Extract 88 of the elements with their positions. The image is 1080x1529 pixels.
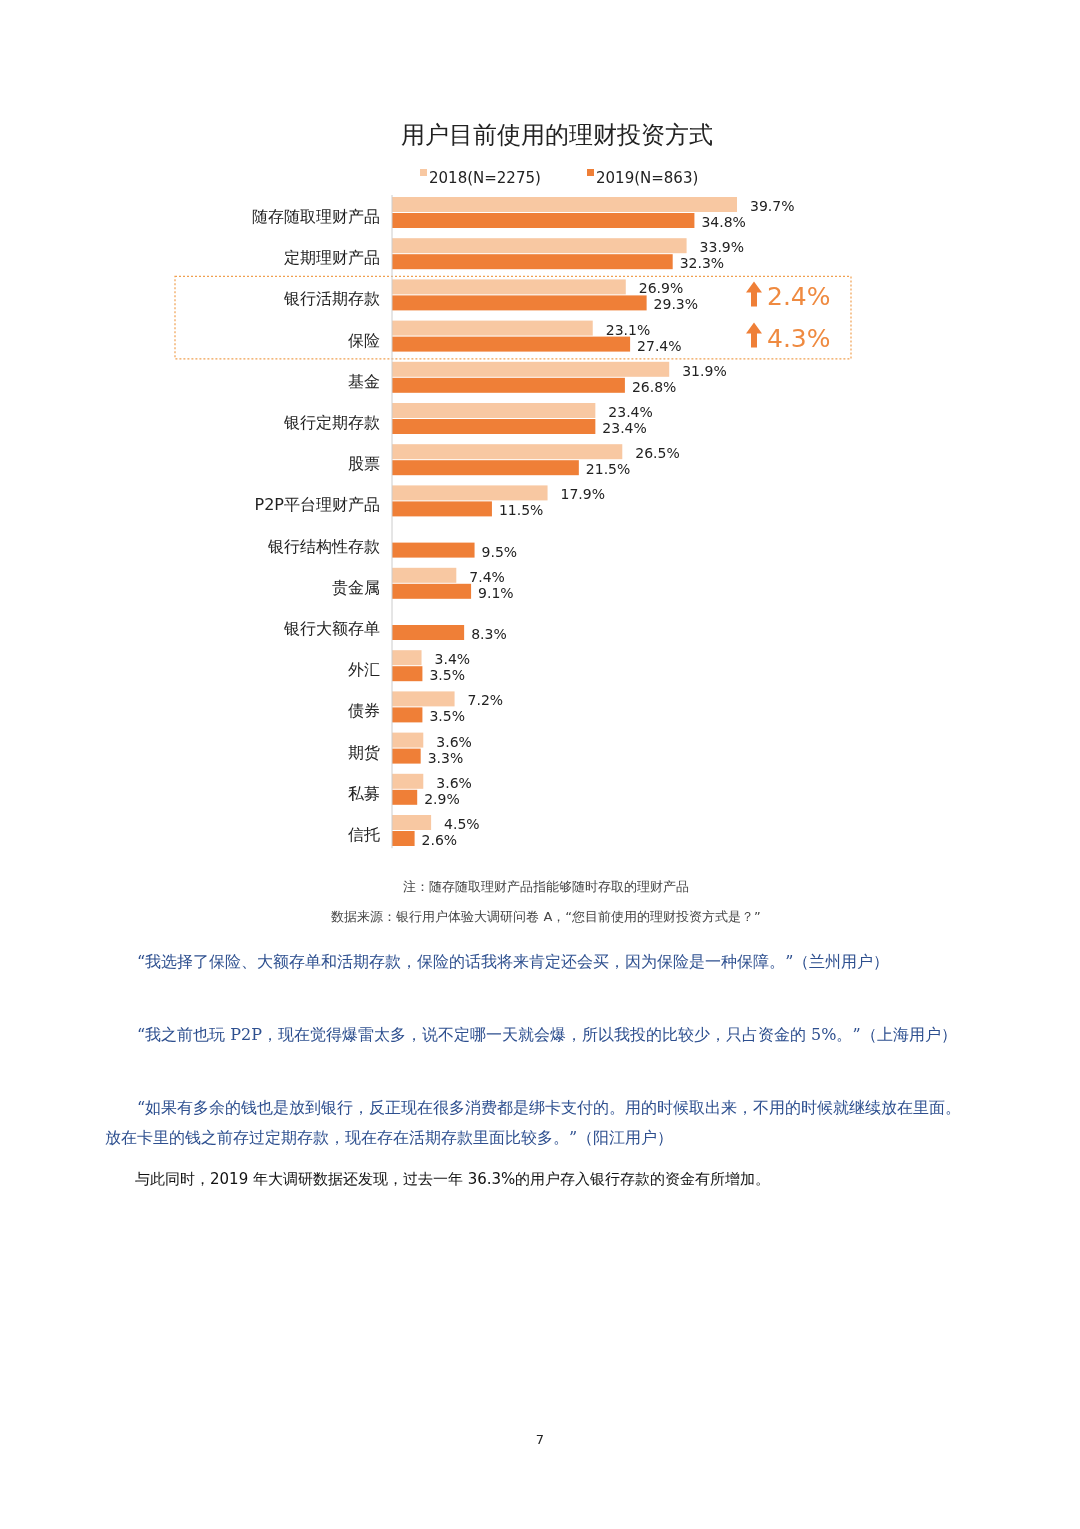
bar (392, 336, 631, 352)
y-tick-label: 信托 (348, 825, 380, 844)
data-label: 34.8% (701, 214, 746, 230)
text: 7 (535, 1432, 545, 1447)
data-label: 11.5% (498, 502, 544, 519)
bar (392, 403, 596, 418)
bar (392, 691, 455, 707)
data-label: 3.6% (436, 774, 472, 791)
bar (392, 625, 465, 640)
data-label: 9.5% (481, 543, 518, 560)
data-label: 33.9% (699, 239, 745, 256)
y-tick-label: 银行活期存款 (283, 289, 380, 309)
y-tick-label: 随存随取理财产品 (252, 207, 380, 226)
data-label: 3.3% (427, 749, 464, 766)
y-tick-label: 银行定期存款 (283, 413, 380, 432)
y-tick-label: 期货 (348, 742, 380, 762)
y-tick-label: 贵金属 (332, 577, 380, 597)
bar (392, 501, 492, 517)
data-label: 23.4% (608, 404, 653, 420)
bar (392, 320, 593, 336)
y-tick-label: 银行结构性存款 (267, 536, 380, 556)
legend-label: 2019(N=863) (596, 169, 699, 187)
legend-label: 2018(N=2275) (429, 169, 541, 187)
data-label: 2.9% (424, 790, 460, 807)
data-label: 3.5% (429, 708, 465, 725)
data-label: 26.5% (635, 445, 680, 462)
data-label: 32.3% (679, 255, 725, 272)
bar (392, 279, 626, 295)
bar (392, 419, 596, 434)
bar (392, 707, 423, 723)
bar (392, 583, 472, 599)
data-label: 8.3% (471, 626, 507, 642)
bar (392, 197, 737, 212)
text: “我之前也玩 P2P，现在觉得爆雷太多，说不定哪一天就会爆，所以我投的比较少，只占资金的 5%。”（上海用户） (136, 1024, 958, 1046)
y-tick-label: 债券 (348, 701, 380, 721)
bar (392, 485, 548, 501)
text: 注：随存随取理财产品指能够随时存取的理财产品 (403, 879, 689, 894)
data-label: 23.4% (602, 420, 647, 436)
bar (392, 815, 432, 830)
bar (392, 361, 670, 377)
data-label: 7.4% (469, 568, 505, 585)
data-label: 4.5% (444, 816, 480, 832)
bar (392, 254, 673, 270)
bar (392, 238, 687, 254)
bar (392, 542, 475, 558)
y-tick-label: P2P平台理财产品 (254, 495, 380, 515)
bar (392, 444, 623, 460)
bar (392, 789, 418, 805)
y-tick-label: 外汇 (348, 660, 380, 680)
bar (392, 666, 423, 682)
y-tick-label: 保险 (348, 330, 380, 350)
data-label: 39.7% (750, 198, 795, 214)
bar (392, 213, 695, 228)
bar (392, 650, 422, 666)
data-label: 27.4% (637, 337, 682, 354)
text: 与此同时，2019 年大调研数据还发现，过去一年 36.3%的用户存入银行存款的资金有所增加。 (134, 1169, 772, 1190)
bar (392, 831, 415, 846)
data-label: 23.1% (605, 321, 651, 338)
bar (392, 748, 421, 764)
data-label: 9.1% (478, 584, 514, 601)
y-tick-label: 私募 (348, 783, 380, 803)
data-label: 3.6% (436, 733, 472, 750)
bar (392, 377, 625, 393)
data-label: 31.9% (682, 362, 727, 379)
bar (392, 732, 424, 748)
y-tick-label: 基金 (348, 371, 380, 391)
data-label: 21.5% (585, 461, 631, 478)
data-label: 7.2% (467, 692, 504, 709)
text: 2.4% (767, 282, 831, 312)
text: “如果有多余的钱也是放到银行，反正现在很多消费都是绑卡支付的。用的时候取出来，不用的时候就继续放在里面。放在卡里的钱之前存过定期存款，现在存在活期存款里面比较多。”（阳江用户） (105, 1097, 963, 1149)
bar (392, 460, 579, 476)
data-label: 17.9% (560, 486, 606, 503)
source-note: 数据来源：银行用户体验大调研问卷 A，“您目前使用的理财投资方式是？” (331, 909, 761, 924)
text: 4.3% (767, 323, 831, 353)
data-label: 26.9% (638, 280, 684, 297)
data-label: 2.6% (421, 832, 458, 848)
y-tick-label: 股票 (348, 454, 380, 474)
text: “我选择了保险、大额存单和活期存款，保险的话我将来肯定还会买，因为保险是一种保障。”（兰州用户） (136, 951, 891, 973)
bar (392, 567, 457, 583)
data-label: 3.5% (429, 667, 465, 684)
y-tick-label: 银行大额存单 (283, 619, 380, 638)
chart-title: 用户目前使用的理财投资方式 (401, 121, 713, 149)
data-label: 3.4% (434, 651, 471, 668)
data-label: 29.3% (653, 296, 699, 313)
bar (392, 773, 424, 789)
bar (392, 295, 647, 311)
y-tick-label: 定期理财产品 (284, 248, 380, 268)
data-label: 26.8% (631, 378, 677, 395)
